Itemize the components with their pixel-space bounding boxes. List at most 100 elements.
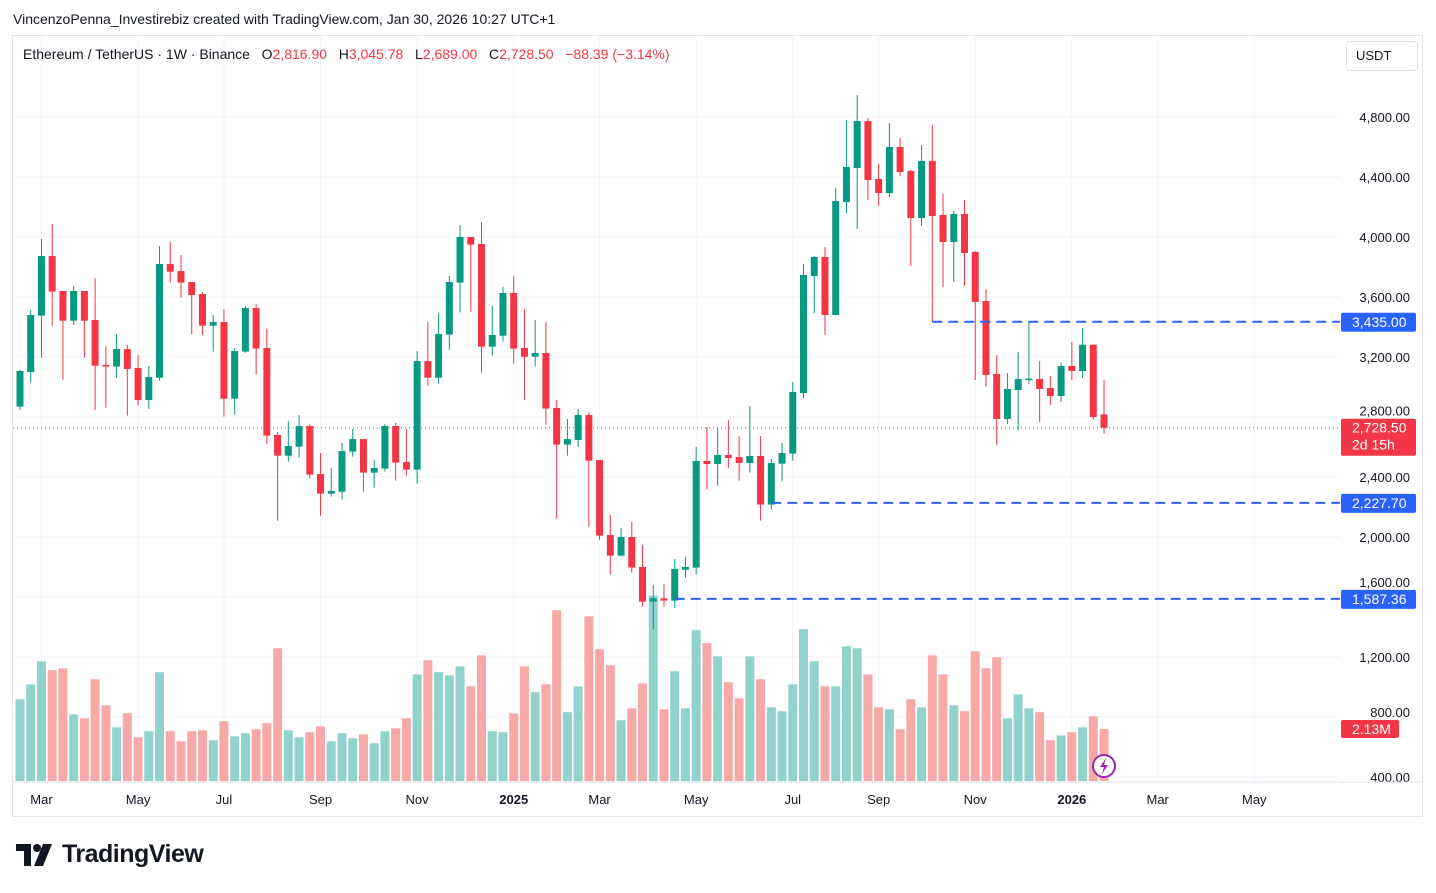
candle[interactable] bbox=[885, 123, 893, 197]
candle[interactable] bbox=[198, 292, 206, 335]
candle[interactable] bbox=[628, 522, 636, 573]
candle[interactable] bbox=[692, 447, 700, 575]
candle[interactable] bbox=[510, 276, 518, 364]
candle[interactable] bbox=[1079, 328, 1087, 378]
candle[interactable] bbox=[971, 250, 979, 380]
candle[interactable] bbox=[27, 310, 35, 383]
candle[interactable] bbox=[338, 442, 346, 500]
candle[interactable] bbox=[982, 289, 990, 387]
candle[interactable] bbox=[209, 315, 217, 352]
candle[interactable] bbox=[542, 322, 550, 425]
candle[interactable] bbox=[188, 282, 196, 335]
candle[interactable] bbox=[810, 256, 818, 314]
candle[interactable] bbox=[263, 328, 271, 444]
candle[interactable] bbox=[574, 409, 582, 447]
candle[interactable] bbox=[864, 118, 872, 200]
candle[interactable] bbox=[467, 237, 475, 312]
candle[interactable] bbox=[767, 459, 775, 510]
candle[interactable] bbox=[789, 382, 797, 461]
candle[interactable] bbox=[435, 313, 443, 384]
candle[interactable] bbox=[478, 222, 486, 373]
candle[interactable] bbox=[113, 334, 121, 378]
candle[interactable] bbox=[821, 247, 829, 335]
candle[interactable] bbox=[80, 291, 88, 358]
candle[interactable] bbox=[875, 163, 883, 206]
candle[interactable] bbox=[488, 306, 496, 356]
candle[interactable] bbox=[327, 468, 335, 497]
candle[interactable] bbox=[918, 145, 926, 227]
candle[interactable] bbox=[1068, 342, 1076, 380]
candle[interactable] bbox=[123, 345, 131, 416]
candle[interactable] bbox=[649, 585, 657, 630]
candle[interactable] bbox=[993, 355, 1001, 446]
tradingview-logo[interactable]: TradingView bbox=[16, 840, 204, 869]
candle[interactable] bbox=[950, 211, 958, 282]
candle[interactable] bbox=[145, 366, 153, 410]
candle[interactable] bbox=[606, 514, 614, 575]
candle[interactable] bbox=[703, 427, 711, 490]
candle[interactable] bbox=[928, 124, 936, 322]
candle[interactable] bbox=[392, 423, 400, 481]
candle[interactable] bbox=[134, 355, 142, 406]
candle[interactable] bbox=[563, 418, 571, 456]
candle[interactable] bbox=[778, 442, 786, 482]
candle[interactable] bbox=[220, 309, 228, 417]
candle[interactable] bbox=[735, 436, 743, 481]
candle[interactable] bbox=[359, 439, 367, 492]
candle[interactable] bbox=[681, 556, 689, 578]
candle[interactable] bbox=[832, 187, 840, 315]
candle[interactable] bbox=[853, 94, 861, 230]
candle[interactable] bbox=[800, 264, 808, 398]
candle[interactable] bbox=[757, 436, 765, 521]
candle[interactable] bbox=[284, 421, 292, 462]
price-axis[interactable]: 4,800.00 4,400.00 4,000.00 3,600.00 3,200.00… bbox=[1359, 110, 1410, 785]
candle[interactable] bbox=[317, 453, 325, 516]
candle[interactable] bbox=[241, 306, 249, 353]
candle[interactable] bbox=[553, 400, 561, 519]
candle[interactable] bbox=[585, 412, 593, 527]
candle[interactable] bbox=[102, 346, 110, 408]
time-axis[interactable]: Mar May Jul Sep Nov 2025 Mar May Jul Sep Nov 2026 Ma… bbox=[13, 781, 1422, 807]
candle[interactable] bbox=[1100, 380, 1108, 434]
candle[interactable] bbox=[660, 583, 668, 607]
candle[interactable] bbox=[1057, 363, 1065, 402]
candle[interactable] bbox=[939, 193, 947, 287]
candle[interactable] bbox=[531, 319, 539, 367]
candle[interactable] bbox=[896, 138, 904, 176]
candle[interactable] bbox=[746, 406, 754, 473]
lightning-icon[interactable] bbox=[1092, 754, 1116, 778]
candle[interactable] bbox=[306, 424, 314, 479]
candle[interactable] bbox=[349, 429, 357, 457]
candle[interactable] bbox=[166, 241, 174, 283]
candle[interactable] bbox=[1025, 321, 1033, 384]
currency-button[interactable]: USDT bbox=[1346, 41, 1418, 71]
candle[interactable] bbox=[156, 246, 164, 381]
candle[interactable] bbox=[231, 348, 239, 415]
candle[interactable] bbox=[413, 351, 421, 484]
candle[interactable] bbox=[381, 424, 389, 472]
candle[interactable] bbox=[424, 322, 432, 386]
candle[interactable] bbox=[1046, 376, 1054, 405]
candle[interactable] bbox=[724, 420, 732, 468]
candle[interactable] bbox=[1003, 373, 1011, 425]
candle[interactable] bbox=[714, 427, 722, 486]
candle[interactable] bbox=[37, 238, 45, 358]
candle[interactable] bbox=[59, 291, 67, 380]
candle[interactable] bbox=[177, 255, 185, 298]
candle[interactable] bbox=[1036, 361, 1044, 422]
candle[interactable] bbox=[16, 370, 24, 410]
candle[interactable] bbox=[520, 309, 528, 400]
candle[interactable] bbox=[499, 286, 507, 342]
candle[interactable] bbox=[252, 304, 260, 375]
candle[interactable] bbox=[961, 199, 969, 287]
horizontal-levels[interactable] bbox=[13, 320, 1340, 600]
candle[interactable] bbox=[842, 120, 850, 213]
candle[interactable] bbox=[1014, 352, 1022, 431]
candle[interactable] bbox=[274, 432, 282, 521]
candle[interactable] bbox=[295, 415, 303, 458]
candle[interactable] bbox=[48, 223, 56, 326]
candle[interactable] bbox=[91, 278, 99, 410]
candle[interactable] bbox=[445, 276, 453, 350]
candle[interactable] bbox=[671, 559, 679, 608]
